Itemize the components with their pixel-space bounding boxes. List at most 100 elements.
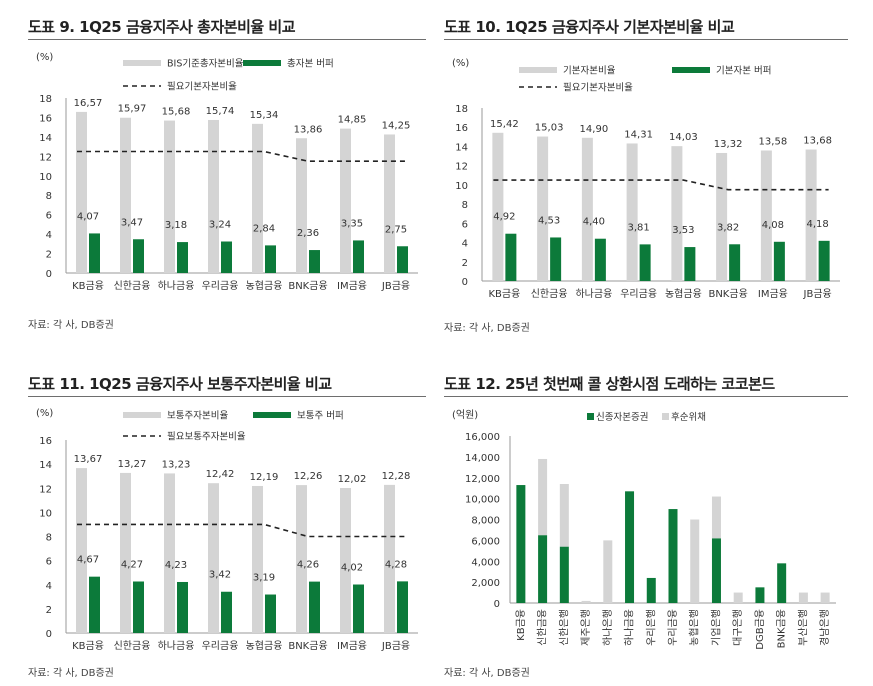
bar-보통주 버퍼 [309, 581, 320, 633]
bar-BIS기준총자본비율 [164, 120, 175, 273]
bar-기본자본비율 [671, 146, 683, 281]
bar-신종자본증권 [777, 563, 787, 603]
bar-신종자본증권 [755, 587, 765, 603]
chart-panel-3: 도표 11. 1Q25 금융지주사 보통주자본비율 비교 (%) 보통주자본비율… [28, 350, 426, 686]
bar-후순위채 [690, 519, 700, 603]
y-tick-label: 10 [39, 172, 52, 183]
data-label: 2,84 [253, 223, 275, 234]
y-tick-label: 0 [494, 599, 500, 610]
bar-기본자본 버퍼 [639, 244, 651, 281]
data-label: 13,23 [162, 459, 191, 470]
bar-후순위채 [538, 458, 548, 536]
x-tick-label: 우리금융 [202, 280, 239, 292]
y-unit-label: (억원) [452, 410, 479, 421]
chart-panel-2: 도표 10. 1Q25 금융지주사 기본자본비율 비교 (%) 기본자본비율 기본… [444, 0, 848, 345]
x-tick-label: JB금융 [803, 288, 832, 300]
y-tick-label: 2 [462, 258, 468, 269]
y-tick-label: 4 [462, 239, 468, 250]
bar-기본자본비율 [805, 149, 817, 281]
x-tick-label: IM금융 [337, 640, 367, 652]
data-label: 15,34 [250, 110, 279, 121]
data-label: 12,02 [338, 474, 367, 485]
y-tick-label: 4 [46, 230, 52, 241]
bar-보통주자본비율 [296, 485, 307, 633]
x-tick-label: KB금융 [72, 280, 104, 292]
data-label: 3,42 [209, 570, 231, 581]
data-label: 15,68 [162, 107, 191, 118]
y-unit-label: (%) [36, 408, 54, 419]
bar-보통주자본비율 [164, 473, 175, 633]
dashed-line-필요보통주자본비율 [77, 523, 407, 538]
data-label: 3,81 [627, 222, 649, 233]
x-tick-label: 대구은행 [732, 609, 744, 646]
y-tick-label: 18 [39, 94, 52, 105]
bar-총자본 버퍼 [265, 245, 276, 273]
x-tick-label: DGB금융 [754, 609, 766, 650]
legend-swatch-기본자본비율 [519, 67, 557, 73]
bar-신종자본증권 [668, 509, 678, 603]
data-label: 15,97 [118, 104, 147, 115]
y-unit-label: (%) [452, 58, 470, 69]
y-tick-label: 8 [46, 533, 52, 544]
data-label: 15,42 [490, 119, 519, 130]
y-tick-label: 8 [46, 191, 52, 202]
bar-보통주 버퍼 [353, 584, 364, 633]
legend-swatch-신종자본증권 [587, 413, 594, 420]
x-tick-label: BNK금융 [288, 280, 327, 292]
data-label: 4,53 [538, 215, 560, 226]
bar-보통주 버퍼 [177, 581, 188, 633]
title-divider [28, 39, 426, 40]
x-tick-label: 부산은행 [797, 609, 809, 646]
legend-swatch-총자본 버퍼 [243, 60, 281, 66]
x-tick-label: 하나은행 [601, 609, 614, 646]
legend-label: 필요보통주자본비율 [167, 431, 246, 443]
bar-총자본 버퍼 [221, 241, 232, 273]
y-tick-label: 8 [462, 200, 468, 211]
bar-신종자본증권 [646, 577, 656, 603]
legend-label: 보통주자본비율 [167, 411, 228, 422]
legend-label: 보통주 버퍼 [297, 411, 344, 422]
y-tick-label: 18 [455, 104, 468, 115]
data-label: 13,67 [74, 454, 103, 465]
y-tick-label: 0 [46, 269, 52, 280]
y-tick-label: 10 [39, 508, 52, 519]
bar-기본자본비율 [716, 152, 728, 281]
y-tick-label: 14 [39, 460, 52, 471]
x-tick-label: 신한금융 [531, 288, 568, 300]
x-tick-label: 우리금융 [620, 288, 657, 300]
data-label: 16,57 [74, 98, 103, 109]
bar-보통주자본비율 [340, 488, 351, 633]
legend-swatch-기본자본 버퍼 [672, 67, 710, 73]
data-label: 2,75 [385, 224, 407, 235]
x-tick-label: 신한금융 [114, 640, 151, 652]
chart-source: 자료: 각 사, DB증권 [444, 323, 530, 334]
x-tick-label: 제주은행 [580, 609, 592, 646]
x-tick-label: KB금융 [488, 288, 520, 300]
x-tick-label: 경남은행 [818, 609, 831, 646]
x-tick-label: 우리금융 [202, 640, 239, 652]
bar-BIS기준총자본비율 [296, 138, 307, 273]
bar-신종자본증권 [625, 491, 635, 603]
x-tick-label: 우리은행 [645, 609, 657, 646]
bar-신종자본증권 [559, 546, 569, 603]
data-label: 4,27 [121, 559, 143, 570]
y-tick-label: 10,000 [465, 495, 500, 506]
bar-후순위채 [711, 496, 721, 539]
data-label: 4,92 [493, 212, 515, 223]
bar-후순위채 [581, 600, 591, 603]
bar-BIS기준총자본비율 [208, 119, 219, 273]
bar-기본자본비율 [537, 136, 549, 281]
bar-보통주 버퍼 [265, 594, 276, 633]
bar-기본자본 버퍼 [550, 237, 562, 281]
y-tick-label: 12 [455, 162, 468, 173]
y-tick-label: 6,000 [471, 536, 500, 547]
x-tick-label: 농협금융 [246, 639, 283, 652]
bar-총자본 버퍼 [89, 233, 100, 273]
data-label: 14,31 [624, 129, 653, 140]
bar-총자본 버퍼 [133, 239, 144, 273]
data-label: 13,27 [118, 459, 147, 470]
legend-label: 기본자본 버퍼 [716, 66, 771, 77]
title-divider [444, 396, 848, 397]
